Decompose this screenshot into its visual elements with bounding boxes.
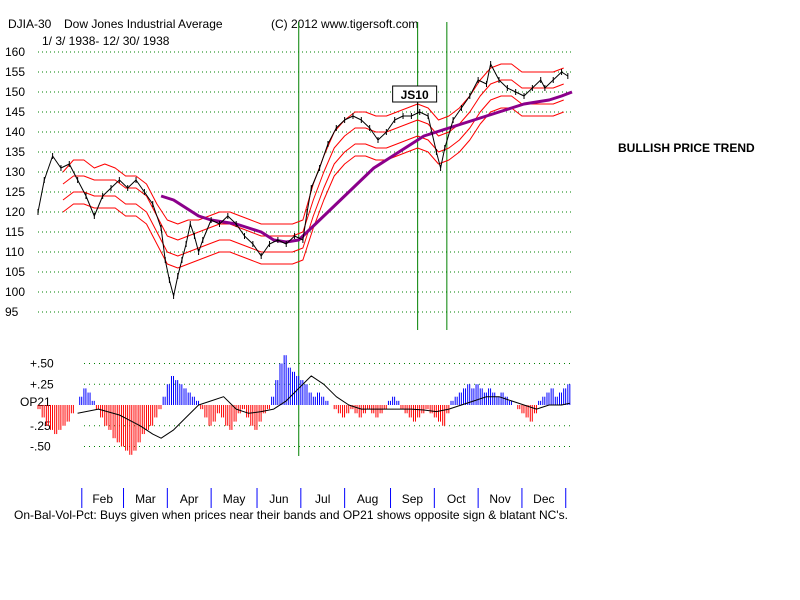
osc-tick-label: -.25 xyxy=(30,419,51,433)
moving-average-line xyxy=(160,90,573,244)
js10-signal-label: JS10 xyxy=(401,88,429,102)
signal-marker-group: JS10 xyxy=(392,85,438,114)
month-label: Jun xyxy=(269,492,288,506)
price-tick-label: 115 xyxy=(5,225,24,239)
price-tick-label: 155 xyxy=(5,65,25,79)
price-tick-label: 160 xyxy=(5,45,25,59)
month-label: May xyxy=(223,492,246,506)
price-grid xyxy=(38,51,572,313)
month-label: Dec xyxy=(533,492,554,506)
price-tick-label: 95 xyxy=(5,305,19,319)
osc-tick-label: +.50 xyxy=(30,357,54,371)
price-tick-label: 145 xyxy=(5,105,25,119)
month-label: Feb xyxy=(92,492,113,506)
month-label: Sep xyxy=(402,492,424,506)
month-label: Nov xyxy=(489,492,510,506)
month-label: Jul xyxy=(315,492,330,506)
band-line-lower-inner-band xyxy=(62,95,564,257)
date-range-label: 1/ 3/ 1938- 12/ 30/ 1938 xyxy=(42,34,170,48)
footer-note: On-Bal-Vol-Pct: Buys given when prices n… xyxy=(14,508,568,522)
price-axis-ticks: 160 155 150 145 140 135 130 125 120 115 110 105 100 9… xyxy=(5,45,25,319)
price-tick-label: 130 xyxy=(5,165,25,179)
symbol-label: DJIA-30 xyxy=(8,17,52,31)
osc-tick-label: -.50 xyxy=(30,440,51,454)
price-tick-label: 150 xyxy=(5,85,25,99)
price-line xyxy=(37,63,569,297)
bollinger-bands xyxy=(62,63,564,269)
month-label: Mar xyxy=(135,492,156,506)
price-tick-label: 110 xyxy=(5,245,24,259)
month-label: Aug xyxy=(357,492,378,506)
price-tick-label: 125 xyxy=(5,185,25,199)
price-tick-label: 140 xyxy=(5,125,25,139)
oscillator-signal-line xyxy=(77,375,571,439)
osc-tick-label: +.25 xyxy=(30,377,54,391)
oscillator-axis-ticks: +.50 +.25 -.25 -.50 xyxy=(30,357,54,454)
js10-signal-box xyxy=(392,85,438,103)
moving-average xyxy=(160,90,573,244)
band-line-upper-inner-band xyxy=(62,79,564,241)
oscillator-bars xyxy=(37,355,571,455)
month-label: Oct xyxy=(447,492,466,506)
index-name-label: Dow Jones Industrial Average xyxy=(64,17,223,31)
price-tick-label: 120 xyxy=(5,205,25,219)
oscillator-title: OP21 xyxy=(20,395,51,409)
price-tick-label: 105 xyxy=(5,265,25,279)
price-tick-label: 100 xyxy=(5,285,25,299)
copyright-label: (C) 2012 www.tigersoft.com xyxy=(271,17,419,31)
month-label: Apr xyxy=(180,492,199,506)
osc-signal-curve xyxy=(77,375,571,439)
month-axis: Feb Mar Apr May Jun Jul Aug Sep Oct Nov Dec xyxy=(81,488,567,508)
trend-annotation: BULLISH PRICE TREND xyxy=(618,141,755,155)
price-tick-label: 135 xyxy=(5,145,25,159)
price-series xyxy=(37,61,569,299)
